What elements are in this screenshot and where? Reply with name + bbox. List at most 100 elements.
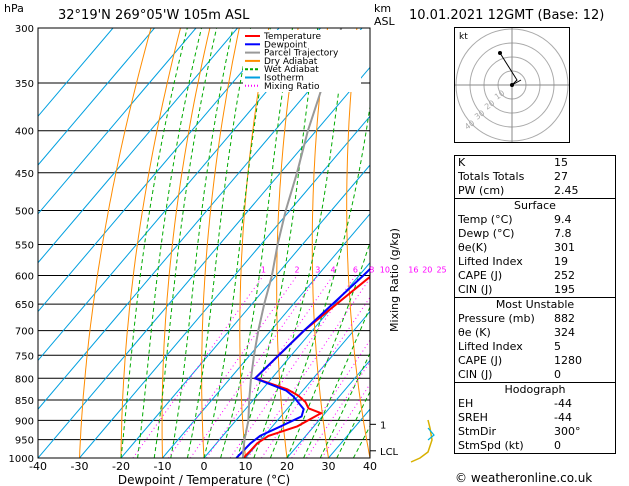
mixing-ratio-label: 2	[294, 266, 299, 275]
hodograph-title: Hodograph	[504, 383, 566, 396]
x-tick-label: 30	[322, 460, 336, 473]
legend-label: Wet Adiabat	[264, 65, 319, 75]
isotherm-line	[38, 28, 155, 166]
index-row-pw: PW (cm) 2.45	[455, 184, 615, 198]
dry-adiabat-line	[412, 28, 453, 458]
index-label: CIN (J)	[458, 368, 493, 381]
unstable-row: Lifted Index 5	[455, 340, 615, 354]
hodo-unit: kt	[459, 32, 468, 42]
index-value: -44	[554, 397, 572, 410]
index-label: EH	[458, 397, 474, 410]
dry-adiabat-line	[622, 28, 629, 458]
x-tick-label: -40	[29, 460, 47, 473]
isotherm-line	[38, 28, 238, 264]
wet-adiabat-line	[303, 305, 370, 458]
unstable-row: Pressure (mb) 882	[455, 312, 615, 326]
index-value: 7.8	[554, 227, 572, 240]
hodo-trace	[499, 52, 518, 86]
surface-row: θe(K) 301	[455, 241, 615, 255]
index-label: StmDir	[458, 425, 497, 438]
hodo-ring-label-10: 10	[493, 88, 507, 101]
y-tick-label: 600	[15, 272, 34, 283]
surface-row: CIN (J) 195	[455, 283, 615, 297]
wet-adiabat-line	[186, 28, 252, 458]
unstable-title: Most Unstable	[495, 298, 575, 311]
mixing-ratio-axis-title: Mixing Ratio (g/kg)	[388, 228, 401, 332]
mixing-ratio-line	[261, 296, 370, 458]
isotherm-line	[38, 66, 370, 458]
isotherm-line	[120, 164, 370, 458]
legend-label: Dry Adiabat	[264, 57, 318, 67]
y-tick-label: 500	[15, 206, 34, 217]
unstable-row: CIN (J) 0	[455, 368, 615, 382]
index-value: 252	[554, 269, 575, 282]
height-mark-label: 1	[380, 420, 386, 431]
unstable-row: CAPE (J) 1280	[455, 354, 615, 368]
hodo-point-top	[498, 51, 502, 55]
isotherm-line	[38, 28, 363, 410]
x-tick-label: -20	[112, 460, 130, 473]
indices-panel: K 15 Totals Totals 27 PW (cm) 2.45 Surface …	[454, 155, 616, 454]
hodograph: kt 10 20 30 40	[454, 27, 570, 143]
index-label: Lifted Index	[458, 340, 523, 353]
x-tick-label: 40	[363, 460, 377, 473]
y-tick-label: 450	[15, 169, 34, 180]
mixing-ratio-label: 16	[408, 266, 418, 275]
legend-box	[243, 30, 361, 92]
surface-row: Dewp (°C) 7.8	[455, 227, 615, 241]
mixing-ratio-line	[229, 275, 356, 458]
mixing-ratio-label: 20	[422, 266, 432, 275]
y-tick-label: 950	[15, 436, 34, 447]
index-value: 0	[554, 368, 561, 381]
index-label: StmSpd (kt)	[458, 439, 524, 452]
data-series	[235, 28, 370, 458]
dry-adiabat-line	[79, 28, 152, 458]
index-value: 2.45	[554, 184, 579, 197]
y-tick-label: 650	[15, 300, 34, 311]
isotherm-line	[38, 28, 197, 215]
mixing-ratio-line	[189, 275, 319, 458]
wind-barbs	[410, 419, 435, 463]
x-axis-title: Dewpoint / Temperature (°C)	[118, 473, 290, 486]
index-label: K	[458, 156, 466, 169]
index-value: 15	[554, 156, 568, 169]
surface-title: Surface	[514, 199, 556, 212]
dry-adiabat-line	[161, 28, 211, 458]
index-value: 195	[554, 283, 575, 296]
date-title: 10.01.2021 12GMT (Base: 12)	[409, 8, 605, 23]
hodo-origin	[510, 83, 514, 87]
hodo-row: StmSpd (kt) 0	[455, 439, 615, 453]
mixing-ratio-label: 8	[369, 266, 374, 275]
pressure-unit-label: hPa	[4, 2, 24, 15]
legend-label: Parcel Trajectory	[264, 49, 339, 59]
legend-label: Isotherm	[264, 74, 304, 84]
index-label: θe (K)	[458, 326, 491, 339]
isotherm-line	[286, 359, 370, 458]
unstable-row: θe (K) 324	[455, 326, 615, 340]
mixing-ratio-label: 25	[436, 266, 446, 275]
mixing-ratio-label: 3	[315, 266, 320, 275]
index-label: PW (cm)	[458, 184, 505, 197]
index-label: Pressure (mb)	[458, 312, 535, 325]
index-label: θe(K)	[458, 241, 488, 254]
copyright-footer: © weatheronline.co.uk	[455, 471, 593, 485]
hodo-ring-label-20: 20	[483, 98, 497, 111]
y-tick-label: 850	[15, 396, 34, 407]
index-value: 5	[554, 340, 561, 353]
surface-row: Lifted Index 19	[455, 255, 615, 269]
mixing-ratio-label: 4	[331, 266, 336, 275]
mixing-ratio-label: 10	[380, 266, 390, 275]
legend-label: Mixing Ratio	[264, 82, 320, 92]
dry-adiabat-line	[239, 28, 270, 458]
isotherm-line	[79, 115, 370, 458]
index-value: 300°	[554, 425, 581, 438]
location-title: 32°19'N 269°05'W 105m ASL	[58, 8, 250, 23]
height-unit-km: km	[374, 2, 392, 15]
x-tick-label: 20	[280, 460, 294, 473]
dry-adiabat-line	[346, 28, 370, 458]
index-row-k: K 15	[455, 156, 615, 170]
hodograph-svg: kt 10 20 30 40	[455, 28, 569, 142]
wet-adiabat-line	[220, 28, 293, 458]
wet-adiabat-line	[269, 103, 370, 458]
